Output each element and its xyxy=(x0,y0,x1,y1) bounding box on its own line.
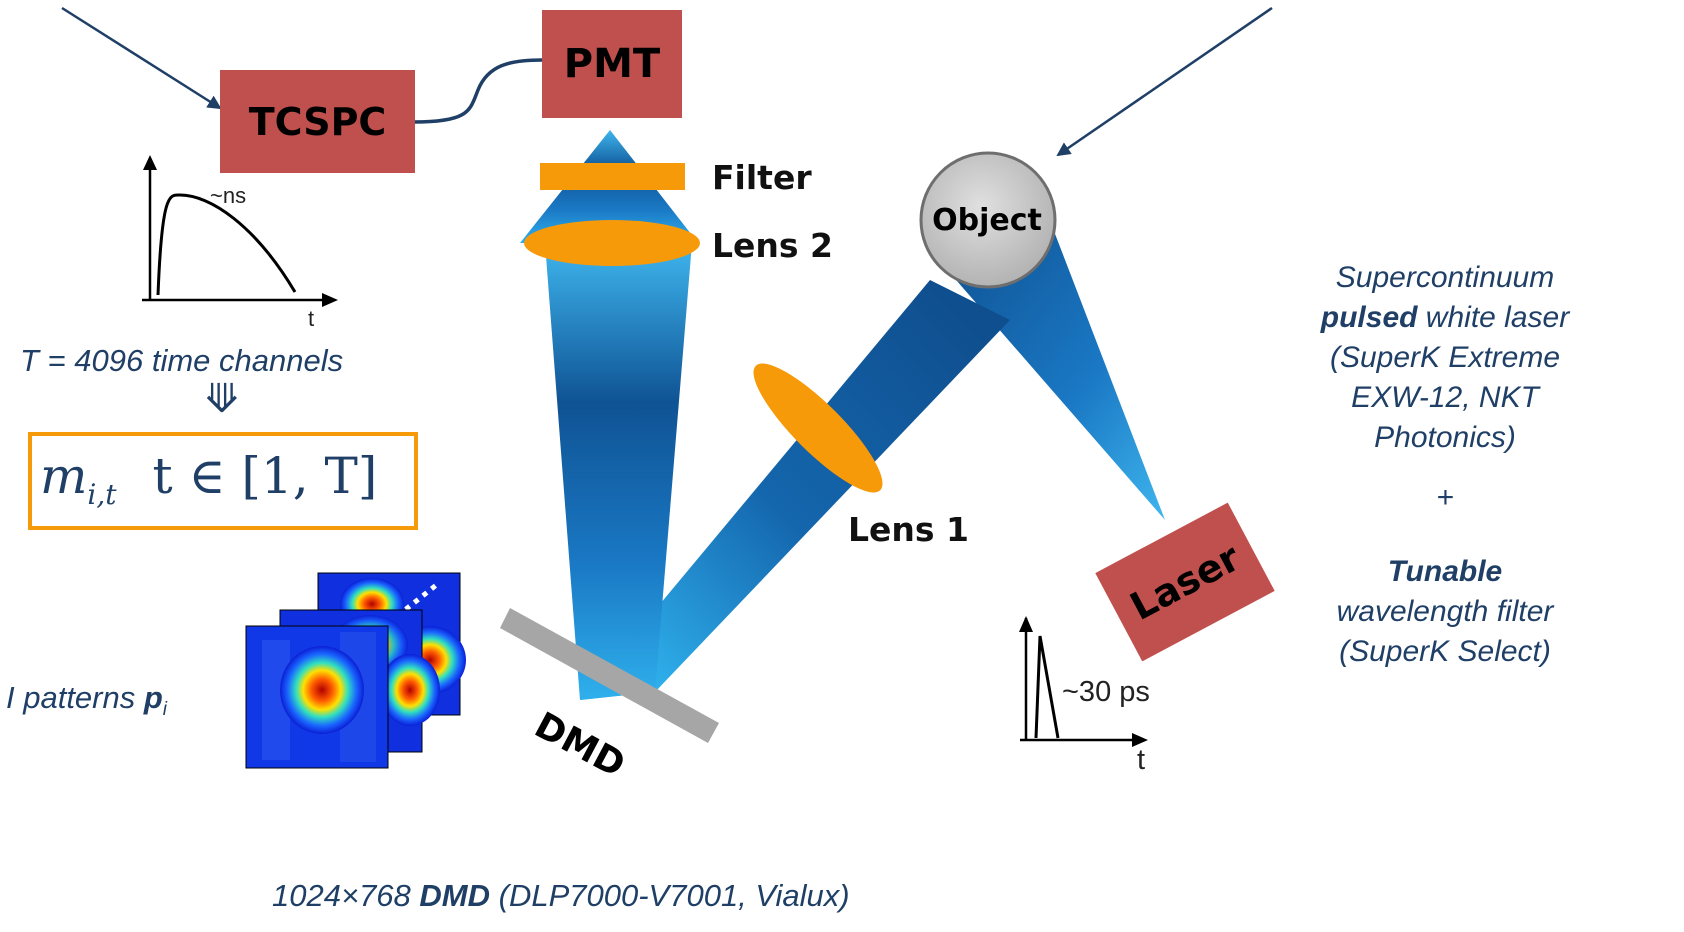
object-sphere xyxy=(919,151,1057,289)
laser-beam xyxy=(930,226,1165,520)
laser-desc-plus: + xyxy=(1436,481,1454,514)
pulse-plot xyxy=(1019,616,1148,747)
patterns-text: I patterns xyxy=(6,680,144,715)
signal-cable xyxy=(413,58,543,124)
laser-desc-tunable: Tunable xyxy=(1387,555,1503,588)
tcspc-block: TCSPC xyxy=(220,70,415,173)
pointer-arrow-object xyxy=(1056,6,1273,157)
measurement-subscript: i,t xyxy=(87,478,117,511)
measurement-symbol: m xyxy=(40,447,88,505)
patterns-symbol: p xyxy=(143,680,163,715)
laser-desc-pulsed: pulsed xyxy=(1320,301,1418,334)
decay-peak-label: ~ns xyxy=(210,183,247,208)
measurement-range: t ∈ [1, T] xyxy=(152,447,378,505)
pmt-block: PMT xyxy=(542,10,682,118)
patterns-label: I patterns pi xyxy=(6,680,167,721)
laser-desc-line-6: Tunable xyxy=(1210,552,1680,592)
decay-x-axis-label: t xyxy=(308,306,315,331)
measurement-formula: mi,t t ∈ [1, T] xyxy=(40,447,410,517)
patterns-subscript: i xyxy=(162,699,168,721)
decay-plot xyxy=(142,155,338,307)
lens-1-label: Lens 1 xyxy=(848,510,969,549)
lens-2-label: Lens 2 xyxy=(712,226,833,265)
dmd-desc-resolution: 1024×768 xyxy=(272,878,420,913)
lens-2-element xyxy=(524,220,700,266)
pattern-image-front xyxy=(245,625,389,769)
object-dmd-beam xyxy=(580,280,1010,700)
laser-desc-line-5: Photonics) xyxy=(1374,421,1516,454)
laser-desc-line-4: EXW-12, NKT xyxy=(1351,381,1539,414)
dmd-desc-model: (DLP7000-V7001, Vialux) xyxy=(490,878,850,913)
laser-description: Supercontinuum pulsed white laser (Super… xyxy=(1210,258,1680,672)
measurement-box xyxy=(28,432,418,530)
laser-desc-line-3: (SuperK Extreme xyxy=(1329,341,1561,374)
laser-desc-line-2: pulsed white laser xyxy=(1210,298,1680,338)
laser-desc-line-7: wavelength filter xyxy=(1336,595,1554,628)
pulse-x-axis-label: t xyxy=(1137,744,1146,776)
pulse-curve xyxy=(1034,635,1060,739)
filter-element xyxy=(540,163,685,190)
filter-label: Filter xyxy=(712,158,812,197)
object-label: Object xyxy=(932,202,1042,238)
dmd-desc-bold: DMD xyxy=(419,878,491,913)
dmd-mirror xyxy=(500,608,719,743)
dmd-description: 1024×768 DMD (DLP7000-V7001, Vialux) xyxy=(272,878,850,914)
laser-desc-line-8: (SuperK Select) xyxy=(1339,635,1551,668)
decay-curve xyxy=(156,193,297,296)
pattern-stack xyxy=(245,572,466,769)
pulse-label: ~30 ps xyxy=(1062,676,1150,708)
pointer-arrow-tcspc xyxy=(61,6,222,110)
implies-arrow-icon: ⟱ xyxy=(205,377,239,421)
laser-desc-white-laser: white laser xyxy=(1417,301,1570,334)
lens-1-element xyxy=(753,363,883,493)
time-channels-text: T = 4096 time channels xyxy=(20,343,344,378)
laser-desc-line-1: Supercontinuum xyxy=(1335,261,1555,294)
dmd-pmt-beam xyxy=(545,243,692,700)
